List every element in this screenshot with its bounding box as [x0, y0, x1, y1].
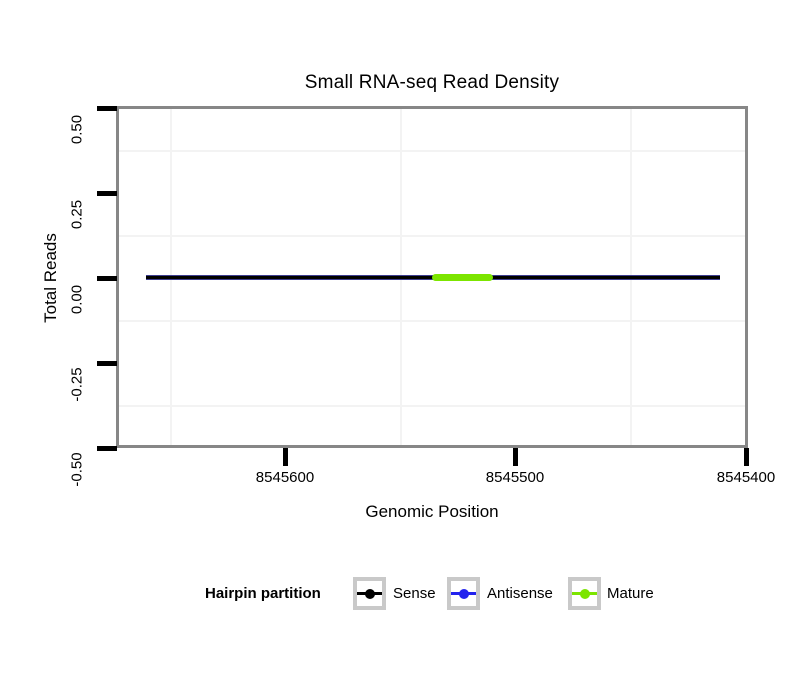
antisense-key-dot-icon — [459, 588, 469, 599]
x-tick-label: 8545400 — [716, 469, 776, 486]
minor-gridline-horizontal — [119, 320, 745, 322]
mature-segment — [432, 274, 493, 281]
y-tick-label: 0.00 — [68, 284, 86, 315]
x-tick — [743, 448, 749, 466]
y-tick-label: -0.25 — [68, 367, 86, 402]
minor-gridline-horizontal — [119, 150, 745, 152]
y-tick — [97, 275, 117, 281]
x-tick-label: 8545600 — [255, 469, 315, 486]
x-axis-title: Genomic Position — [365, 502, 499, 521]
y-tick — [97, 190, 117, 196]
y-tick-label: 0.25 — [68, 199, 86, 230]
legend-key-antisense — [447, 577, 480, 610]
y-axis-title: Total Reads — [41, 233, 60, 323]
legend-label-antisense: Antisense — [487, 585, 553, 602]
mature-key-dot-icon — [580, 588, 590, 599]
y-tick-label: 0.50 — [68, 114, 86, 145]
y-tick-label: -0.50 — [68, 452, 86, 487]
sense-key-dot-icon — [365, 588, 375, 599]
minor-gridline-horizontal — [119, 405, 745, 407]
legend-label-sense: Sense — [393, 585, 436, 602]
legend-title: Hairpin partition — [205, 585, 321, 602]
x-tick — [512, 448, 518, 466]
minor-gridline-horizontal — [119, 235, 745, 237]
legend-label-mature: Mature — [607, 585, 654, 602]
x-tick-label: 8545500 — [485, 469, 545, 486]
y-tick — [97, 445, 117, 451]
chart-title: Small RNA-seq Read Density — [304, 72, 560, 93]
legend-key-sense — [353, 577, 386, 610]
y-tick — [97, 360, 117, 366]
y-tick — [97, 105, 117, 111]
x-tick — [282, 448, 288, 466]
legend-key-mature — [568, 577, 601, 610]
